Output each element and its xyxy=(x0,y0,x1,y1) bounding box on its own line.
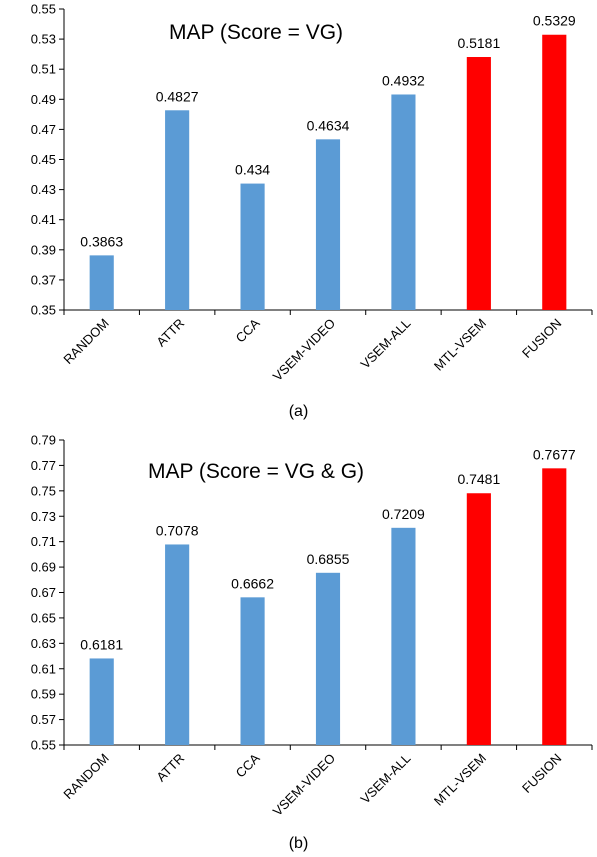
x-tick-label: RANDOM xyxy=(60,751,111,802)
y-tick-label: 0.67 xyxy=(31,585,56,600)
x-tick-label: VSEM-VIDEO xyxy=(270,751,338,819)
y-tick-label: 0.71 xyxy=(31,534,56,549)
bar-fusion xyxy=(542,34,567,310)
data-label: 0.4634 xyxy=(307,117,350,133)
x-tick-label: MTL-VSEM xyxy=(431,751,489,809)
chart-title: MAP (Score = VG & G) xyxy=(148,460,364,483)
bar-cca xyxy=(240,597,265,745)
bar-mtl-vsem xyxy=(466,57,491,311)
data-label: 0.7209 xyxy=(382,506,425,522)
y-tick-label: 0.45 xyxy=(31,152,56,167)
caption-a: (a) xyxy=(288,403,309,420)
x-tick-label: FUSION xyxy=(519,316,564,361)
chart-title: MAP (Score = VG) xyxy=(169,21,343,44)
y-tick-label: 0.65 xyxy=(31,610,56,625)
data-label: 0.7481 xyxy=(457,471,500,487)
caption-b: (b) xyxy=(288,835,309,852)
data-label: 0.5329 xyxy=(533,13,576,29)
data-label: 0.5181 xyxy=(457,35,500,51)
data-label: 0.6855 xyxy=(307,551,350,567)
bar-vsem-video xyxy=(315,139,341,310)
bar-random xyxy=(89,255,114,310)
x-tick-label: CCA xyxy=(233,315,263,345)
x-tick-label: ATTR xyxy=(153,316,187,350)
y-tick-label: 0.49 xyxy=(31,92,56,107)
x-tick-label: CCA xyxy=(233,750,263,780)
y-tick-label: 0.51 xyxy=(31,62,56,77)
y-tick-label: 0.47 xyxy=(31,122,56,137)
y-tick-label: 0.63 xyxy=(31,636,56,651)
bar-fusion xyxy=(542,468,567,745)
bar-vsem-video xyxy=(315,572,341,745)
y-tick-label: 0.39 xyxy=(31,242,56,257)
bar-cca xyxy=(240,183,265,310)
y-tick-label: 0.77 xyxy=(31,458,56,473)
y-tick-label: 0.43 xyxy=(31,182,56,197)
y-tick-label: 0.59 xyxy=(31,687,56,702)
bar-random xyxy=(89,658,114,745)
y-tick-label: 0.53 xyxy=(31,32,56,47)
y-tick-label: 0.69 xyxy=(31,560,56,575)
x-tick-label: FUSION xyxy=(519,751,564,796)
y-tick-label: 0.57 xyxy=(31,712,56,727)
data-label: 0.434 xyxy=(235,162,270,178)
bar-attr xyxy=(165,110,190,310)
y-tick-label: 0.79 xyxy=(31,433,56,448)
data-label: 0.7078 xyxy=(156,522,199,538)
y-tick-label: 0.41 xyxy=(31,212,56,227)
y-tick-label: 0.73 xyxy=(31,509,56,524)
bar-vsem-all xyxy=(391,527,416,745)
data-label: 0.6181 xyxy=(80,636,123,652)
x-tick-label: RANDOM xyxy=(60,316,111,367)
y-tick-label: 0.75 xyxy=(31,483,56,498)
x-tick-label: VSEM-ALL xyxy=(357,316,413,372)
y-tick-label: 0.35 xyxy=(31,303,56,318)
x-tick-label: VSEM-VIDEO xyxy=(270,316,338,384)
y-tick-label: 0.55 xyxy=(31,738,56,753)
x-tick-label: MTL-VSEM xyxy=(431,316,489,374)
x-tick-label: ATTR xyxy=(153,751,187,785)
data-label: 0.4827 xyxy=(156,88,199,104)
bar-mtl-vsem xyxy=(466,493,491,745)
x-tick-label: VSEM-ALL xyxy=(357,751,413,807)
data-label: 0.7677 xyxy=(533,446,576,462)
data-label: 0.3863 xyxy=(80,233,123,249)
data-label: 0.6662 xyxy=(231,575,274,591)
chart-b: 0.55 0.57 0.59 0.61 0.63 0.65 0.67 0.69 0.71 0.73… xyxy=(31,433,593,819)
y-tick-label: 0.61 xyxy=(31,661,56,676)
data-label: 0.4932 xyxy=(382,72,425,88)
y-tick-label: 0.55 xyxy=(31,2,56,17)
y-tick-label: 0.37 xyxy=(31,272,56,287)
chart-a: 0.35 0.37 0.39 0.41 0.43 0.45 0.47 0.49 0.51 0.53… xyxy=(31,2,593,384)
bar-vsem-all xyxy=(391,94,416,310)
bar-attr xyxy=(165,544,190,745)
